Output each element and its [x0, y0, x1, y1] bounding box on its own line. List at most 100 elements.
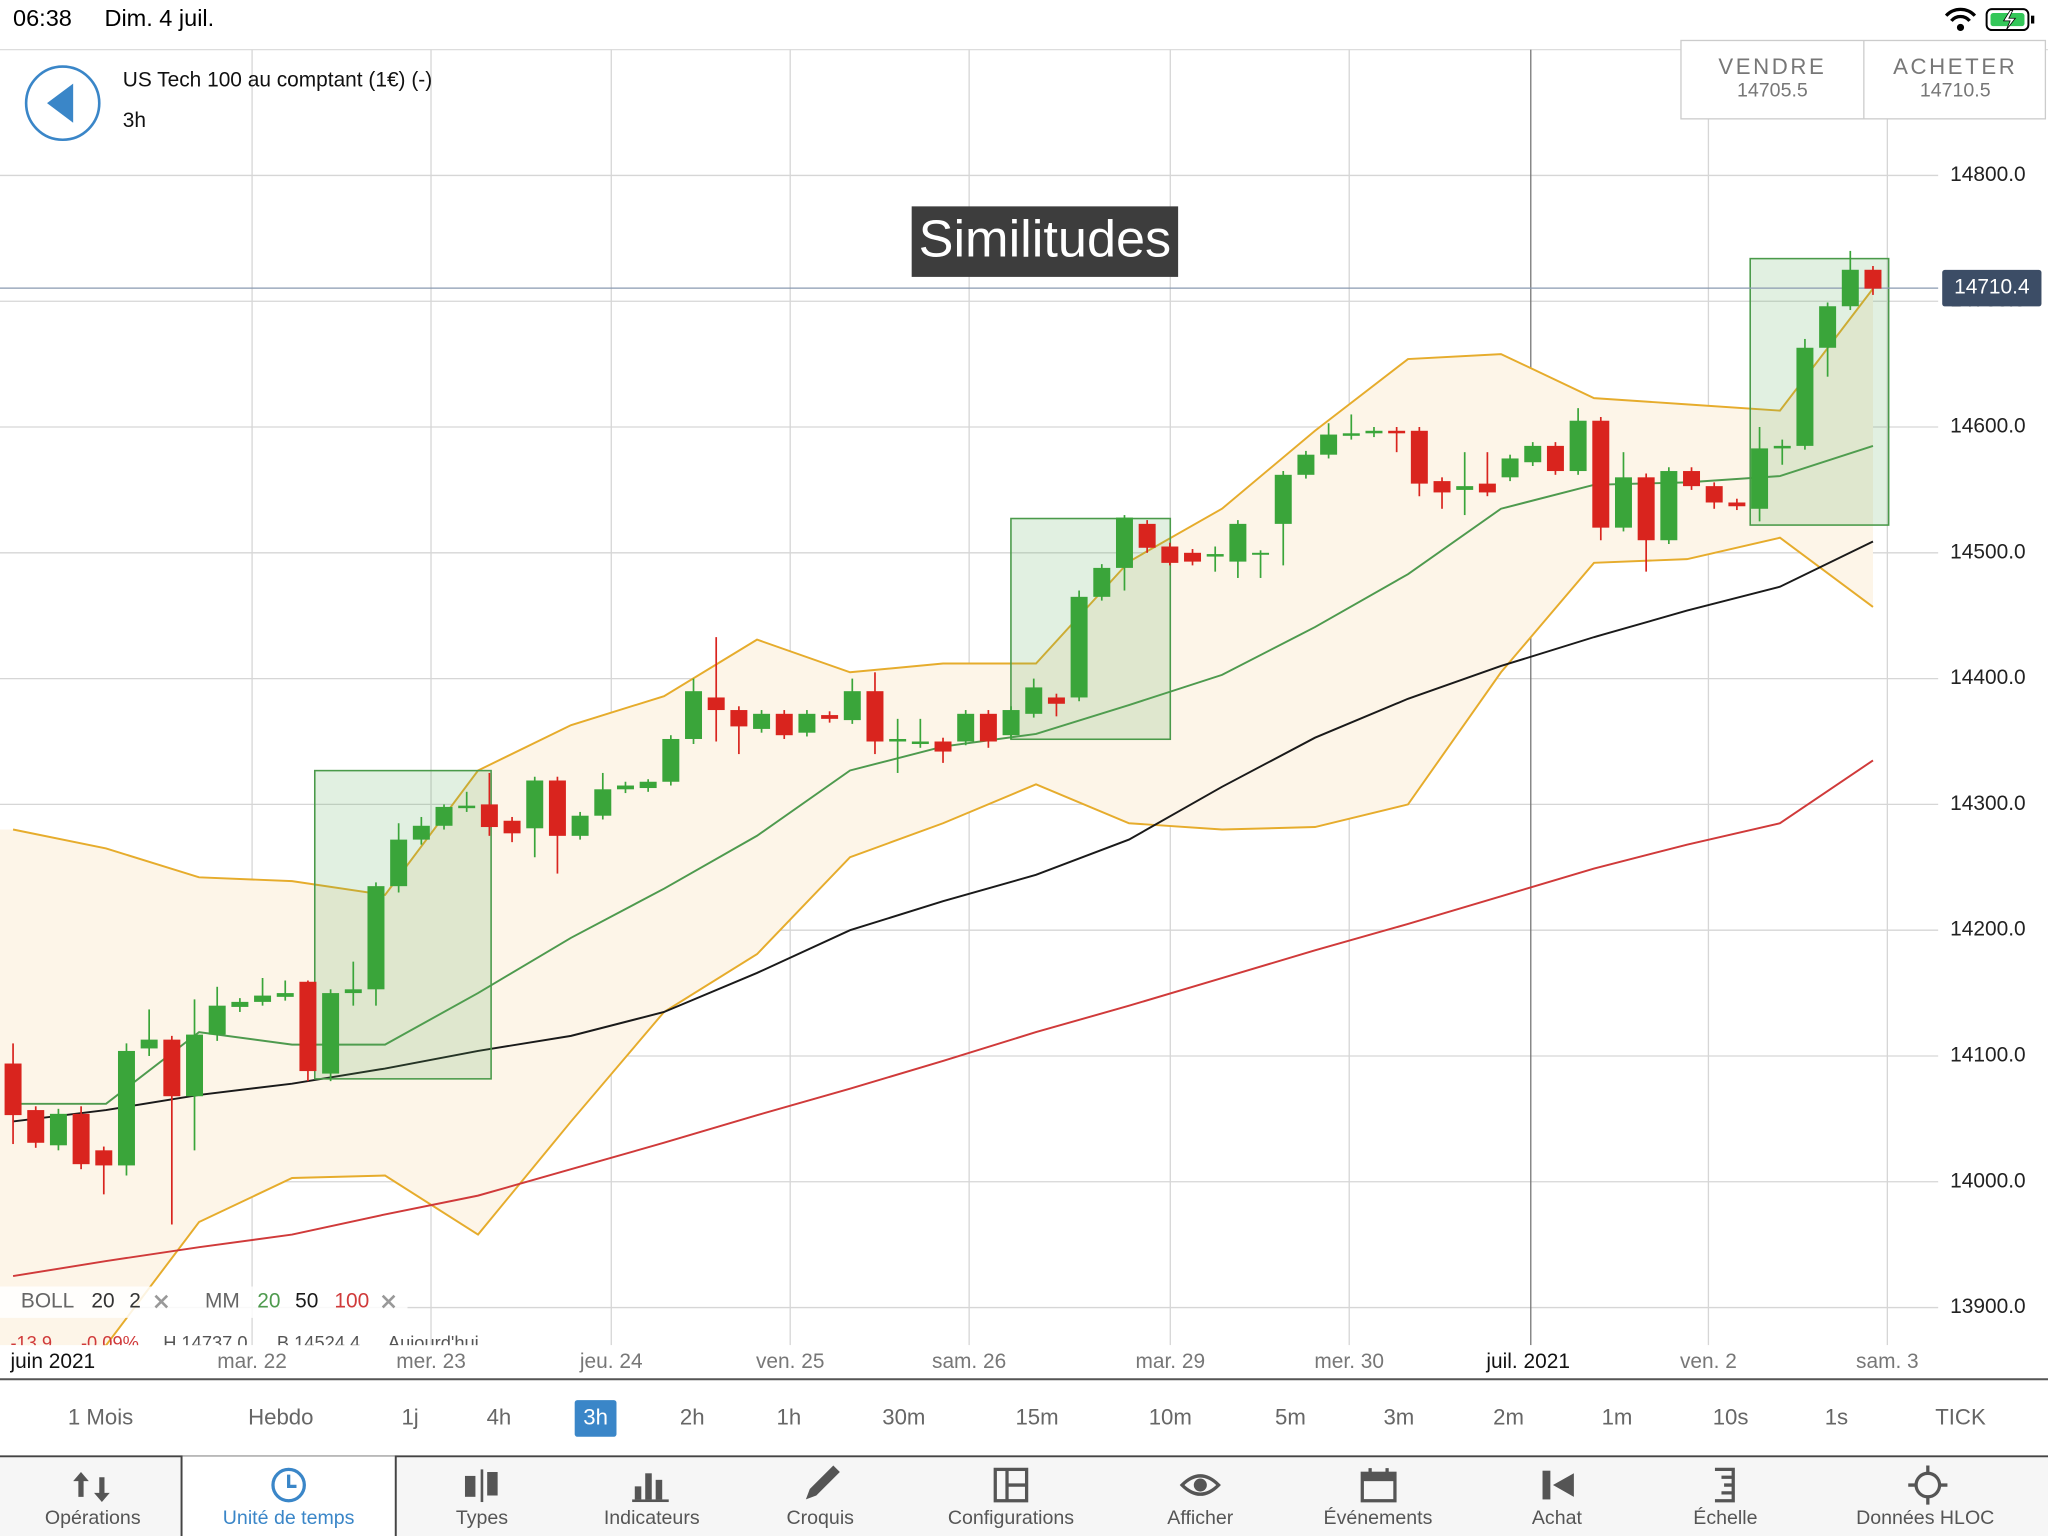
buy-button[interactable]: ACHETER 14710.5	[1893, 54, 2017, 102]
header-timeframe: 3h	[123, 109, 146, 132]
candle-body	[1864, 269, 1882, 289]
timeframe-option[interactable]: 15m	[1015, 1404, 1058, 1429]
toolbar-button[interactable]: Opérations	[45, 1507, 141, 1529]
toolbar-button[interactable]: Configurations	[948, 1507, 1074, 1529]
timeframe-active-bg	[574, 1400, 617, 1437]
timeframe-option[interactable]: 1j	[401, 1404, 418, 1429]
toolbar-button[interactable]: Unité de temps	[223, 1507, 355, 1529]
candle-body	[1388, 430, 1406, 434]
timeframe-option[interactable]: 1h	[777, 1404, 802, 1429]
timeframe-option[interactable]: Hebdo	[248, 1404, 313, 1429]
candle-body	[753, 713, 771, 729]
legend-mm: MM	[205, 1290, 240, 1313]
bollinger-upper	[12, 288, 1874, 897]
candle-body	[299, 981, 317, 1072]
x-tick-label: jeu. 24	[579, 1350, 643, 1373]
sell-price[interactable]: 14705.5	[1737, 80, 1808, 102]
x-tick-label: mer. 23	[396, 1350, 466, 1373]
toolbar-button[interactable]: Données HLOC	[1856, 1507, 1994, 1529]
x-tick-label: ven. 25	[756, 1350, 824, 1373]
candle-body	[276, 993, 294, 997]
toolbar-button[interactable]: Afficher	[1167, 1507, 1233, 1529]
candle-body	[435, 806, 453, 826]
similarity-box	[313, 769, 492, 1080]
candle-body	[503, 820, 521, 834]
candle-body	[934, 741, 952, 752]
toolbar-button[interactable]: Croquis	[787, 1507, 855, 1529]
toolbar-button[interactable]: Achat	[1532, 1507, 1583, 1529]
sell-label[interactable]: VENDRE	[1718, 54, 1826, 79]
x-axis-bg	[0, 1345, 1939, 1378]
candle-body	[798, 713, 816, 733]
x-month-label: juin 2021	[9, 1350, 95, 1373]
timeframe-option[interactable]: 10m	[1149, 1404, 1192, 1429]
candle-body	[1433, 481, 1451, 493]
candle-body	[1751, 448, 1769, 509]
timeframe-option[interactable]: 2h	[680, 1404, 705, 1429]
y-tick-label: 13900.0	[1950, 1295, 2025, 1318]
stat: H 14737.0	[163, 1332, 247, 1353]
similarity-box	[1749, 257, 1890, 526]
timeframe-option[interactable]: 1 Mois	[68, 1404, 133, 1429]
timeframe-option[interactable]: 10s	[1713, 1404, 1749, 1429]
timeframe-option[interactable]: 4h	[487, 1404, 512, 1429]
candle-body	[1796, 347, 1814, 446]
candle-body	[117, 1050, 135, 1166]
status-time: 06:38	[13, 5, 72, 31]
candle-body	[390, 839, 408, 887]
toolbar-button[interactable]: Échelle	[1693, 1506, 1757, 1529]
candle-body	[1819, 306, 1837, 348]
x-axis: juin 2021 mar. 22 mer. 23 jeu. 24 ven. 25 sam…	[9, 1350, 1918, 1373]
timeframe-option[interactable]: TICK	[1935, 1404, 1986, 1429]
candle-body	[27, 1110, 45, 1143]
candle-body	[1456, 486, 1474, 490]
stat: B 14524.4	[277, 1332, 360, 1353]
sell-button[interactable]: VENDRE 14705.5	[1718, 54, 1826, 102]
timeframe-option[interactable]: 1s	[1825, 1404, 1848, 1429]
buy-price[interactable]: 14710.5	[1920, 80, 1991, 102]
candle-body	[1637, 477, 1655, 541]
legend-boll-width: 2	[129, 1290, 141, 1313]
remove-boll[interactable]	[154, 1294, 169, 1309]
x-tick-label: sam. 3	[1856, 1350, 1919, 1373]
candle-body	[1025, 687, 1043, 714]
y-tick-label: 14600.0	[1950, 415, 2025, 438]
buy-label[interactable]: ACHETER	[1893, 54, 2017, 79]
candle-body	[458, 805, 476, 809]
legend-mm-period: 100	[334, 1290, 369, 1313]
y-tick-label: 14000.0	[1950, 1169, 2025, 1192]
toolbar-active-border	[0, 1455, 2048, 1536]
candle-body	[866, 691, 884, 742]
y-tick-label: 14100.0	[1950, 1043, 2025, 1066]
candle-body	[1614, 477, 1632, 528]
timeframe-option[interactable]: 30m	[882, 1404, 925, 1429]
timeframe-option[interactable]: 3m	[1383, 1404, 1414, 1429]
toolbar-button[interactable]: Indicateurs	[604, 1507, 700, 1529]
timeframe-option[interactable]: 1m	[1602, 1404, 1633, 1429]
stat: Aujourd'hui	[388, 1332, 479, 1353]
remove-mm[interactable]	[381, 1294, 396, 1309]
candle-body	[1569, 420, 1587, 472]
x-tick-label: mar. 29	[1135, 1350, 1205, 1373]
candle-body	[1070, 596, 1088, 698]
legend-mm-period: 20	[257, 1290, 280, 1313]
stats-row: -13.9 -0.09% H 14737.0 B 14524.4 Aujourd'hui	[10, 1332, 479, 1353]
candle-body	[1093, 567, 1111, 597]
candle-body	[1728, 502, 1746, 507]
legend-bg	[0, 1286, 408, 1318]
legend-boll-period: 20	[91, 1290, 114, 1313]
quote-box	[1680, 39, 2047, 120]
candle-body	[4, 1063, 22, 1116]
timeframe-option[interactable]: 2m	[1493, 1404, 1524, 1429]
toolbar-button[interactable]: Événements	[1324, 1506, 1433, 1529]
timeframe-option[interactable]: 3h	[583, 1404, 608, 1429]
candle-body	[1115, 517, 1133, 568]
candle-body	[1683, 471, 1701, 487]
toolbar-button[interactable]: Types	[456, 1507, 508, 1529]
timeframe-option[interactable]: 5m	[1275, 1404, 1306, 1429]
back-button[interactable]	[24, 65, 101, 142]
candle-body	[1524, 445, 1542, 463]
candle-body	[140, 1039, 158, 1049]
legend-mm-periods: 20 50 100	[257, 1290, 369, 1313]
y-tick-label: 14300.0	[1950, 792, 2025, 815]
